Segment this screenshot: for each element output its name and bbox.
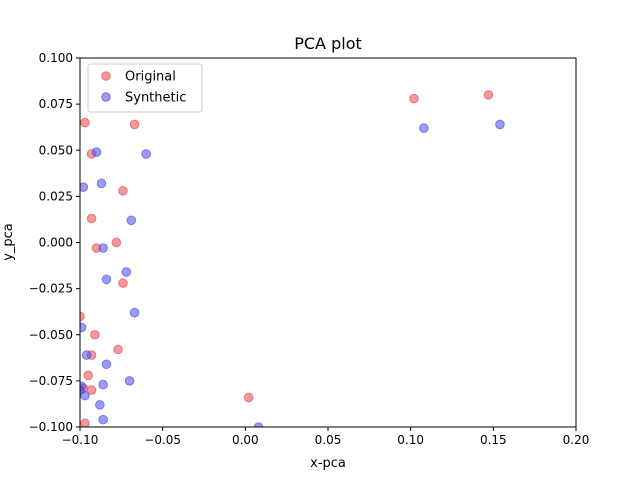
y-tick-label: −0.100 (29, 420, 73, 434)
plot-frame (79, 57, 577, 428)
data-point-original (409, 93, 419, 104)
chart-title: PCA plot (294, 34, 362, 53)
data-point-synthetic (98, 379, 108, 390)
data-point-original (86, 213, 97, 224)
data-point-synthetic (98, 243, 108, 253)
x-tick-label: 0.05 (315, 433, 342, 447)
data-point-original (80, 311, 85, 322)
y-tick-label: 0.050 (39, 143, 73, 157)
data-point-original (80, 117, 90, 128)
y-tick-label: 0.000 (39, 236, 73, 250)
y-axis: −0.100 −0.075 −0.050 −0.025 0.000 0.025 0.050 0… (29, 51, 80, 434)
y-tick-label: −0.025 (29, 282, 73, 296)
data-point-synthetic (126, 215, 137, 226)
data-point-synthetic (80, 322, 87, 333)
data-point-synthetic (101, 274, 112, 285)
x-axis-label: x-pca (310, 456, 346, 471)
data-point-synthetic (253, 422, 264, 427)
data-point-original (90, 329, 100, 340)
data-point-original (243, 392, 254, 403)
data-point-synthetic (129, 307, 140, 318)
x-tick-label: −0.05 (144, 433, 181, 447)
data-point-original (118, 278, 128, 288)
y-tick-label: −0.050 (29, 328, 73, 342)
y-tick-label: 0.075 (39, 97, 73, 111)
data-point-synthetic (80, 385, 85, 395)
legend-box (87, 63, 203, 113)
x-tick-label: −0.10 (62, 433, 99, 447)
data-point-original (80, 418, 90, 427)
y-tick-label: 0.100 (39, 51, 73, 65)
data-point-synthetic (124, 376, 135, 386)
data-point-original (129, 119, 140, 130)
legend-label-synthetic: Synthetic (125, 91, 186, 106)
legend-marker-synthetic (101, 92, 111, 102)
data-point-synthetic (419, 123, 429, 133)
data-point-synthetic (96, 178, 107, 189)
points-layer (80, 90, 505, 427)
data-point-original (483, 90, 494, 100)
y-tick-label: −0.075 (29, 374, 73, 388)
data-point-original (111, 237, 122, 248)
data-point-synthetic (495, 119, 505, 130)
data-point-original (113, 344, 123, 355)
data-point-synthetic (91, 147, 102, 157)
y-tick-label: 0.025 (39, 189, 73, 203)
data-point-synthetic (121, 267, 132, 277)
y-axis-label: y_pca (1, 223, 16, 261)
legend: Original Synthetic (87, 63, 203, 113)
x-tick-label: 0.00 (232, 433, 259, 447)
legend-marker-original (101, 71, 111, 81)
x-tick-label: 0.20 (563, 433, 590, 447)
data-point-synthetic (141, 149, 151, 159)
data-point-synthetic (101, 359, 112, 370)
data-point-synthetic (80, 182, 89, 192)
data-point-synthetic (95, 400, 105, 410)
x-tick-label: 0.10 (397, 433, 424, 447)
data-point-original (83, 370, 94, 381)
legend-label-original: Original (125, 70, 176, 85)
data-point-synthetic (98, 414, 108, 425)
data-point-synthetic (81, 350, 92, 360)
x-tick-label: 0.15 (480, 433, 507, 447)
data-point-original (118, 186, 128, 196)
x-axis: −0.10 −0.05 0.00 0.05 0.10 0.15 0.20 (62, 427, 590, 447)
